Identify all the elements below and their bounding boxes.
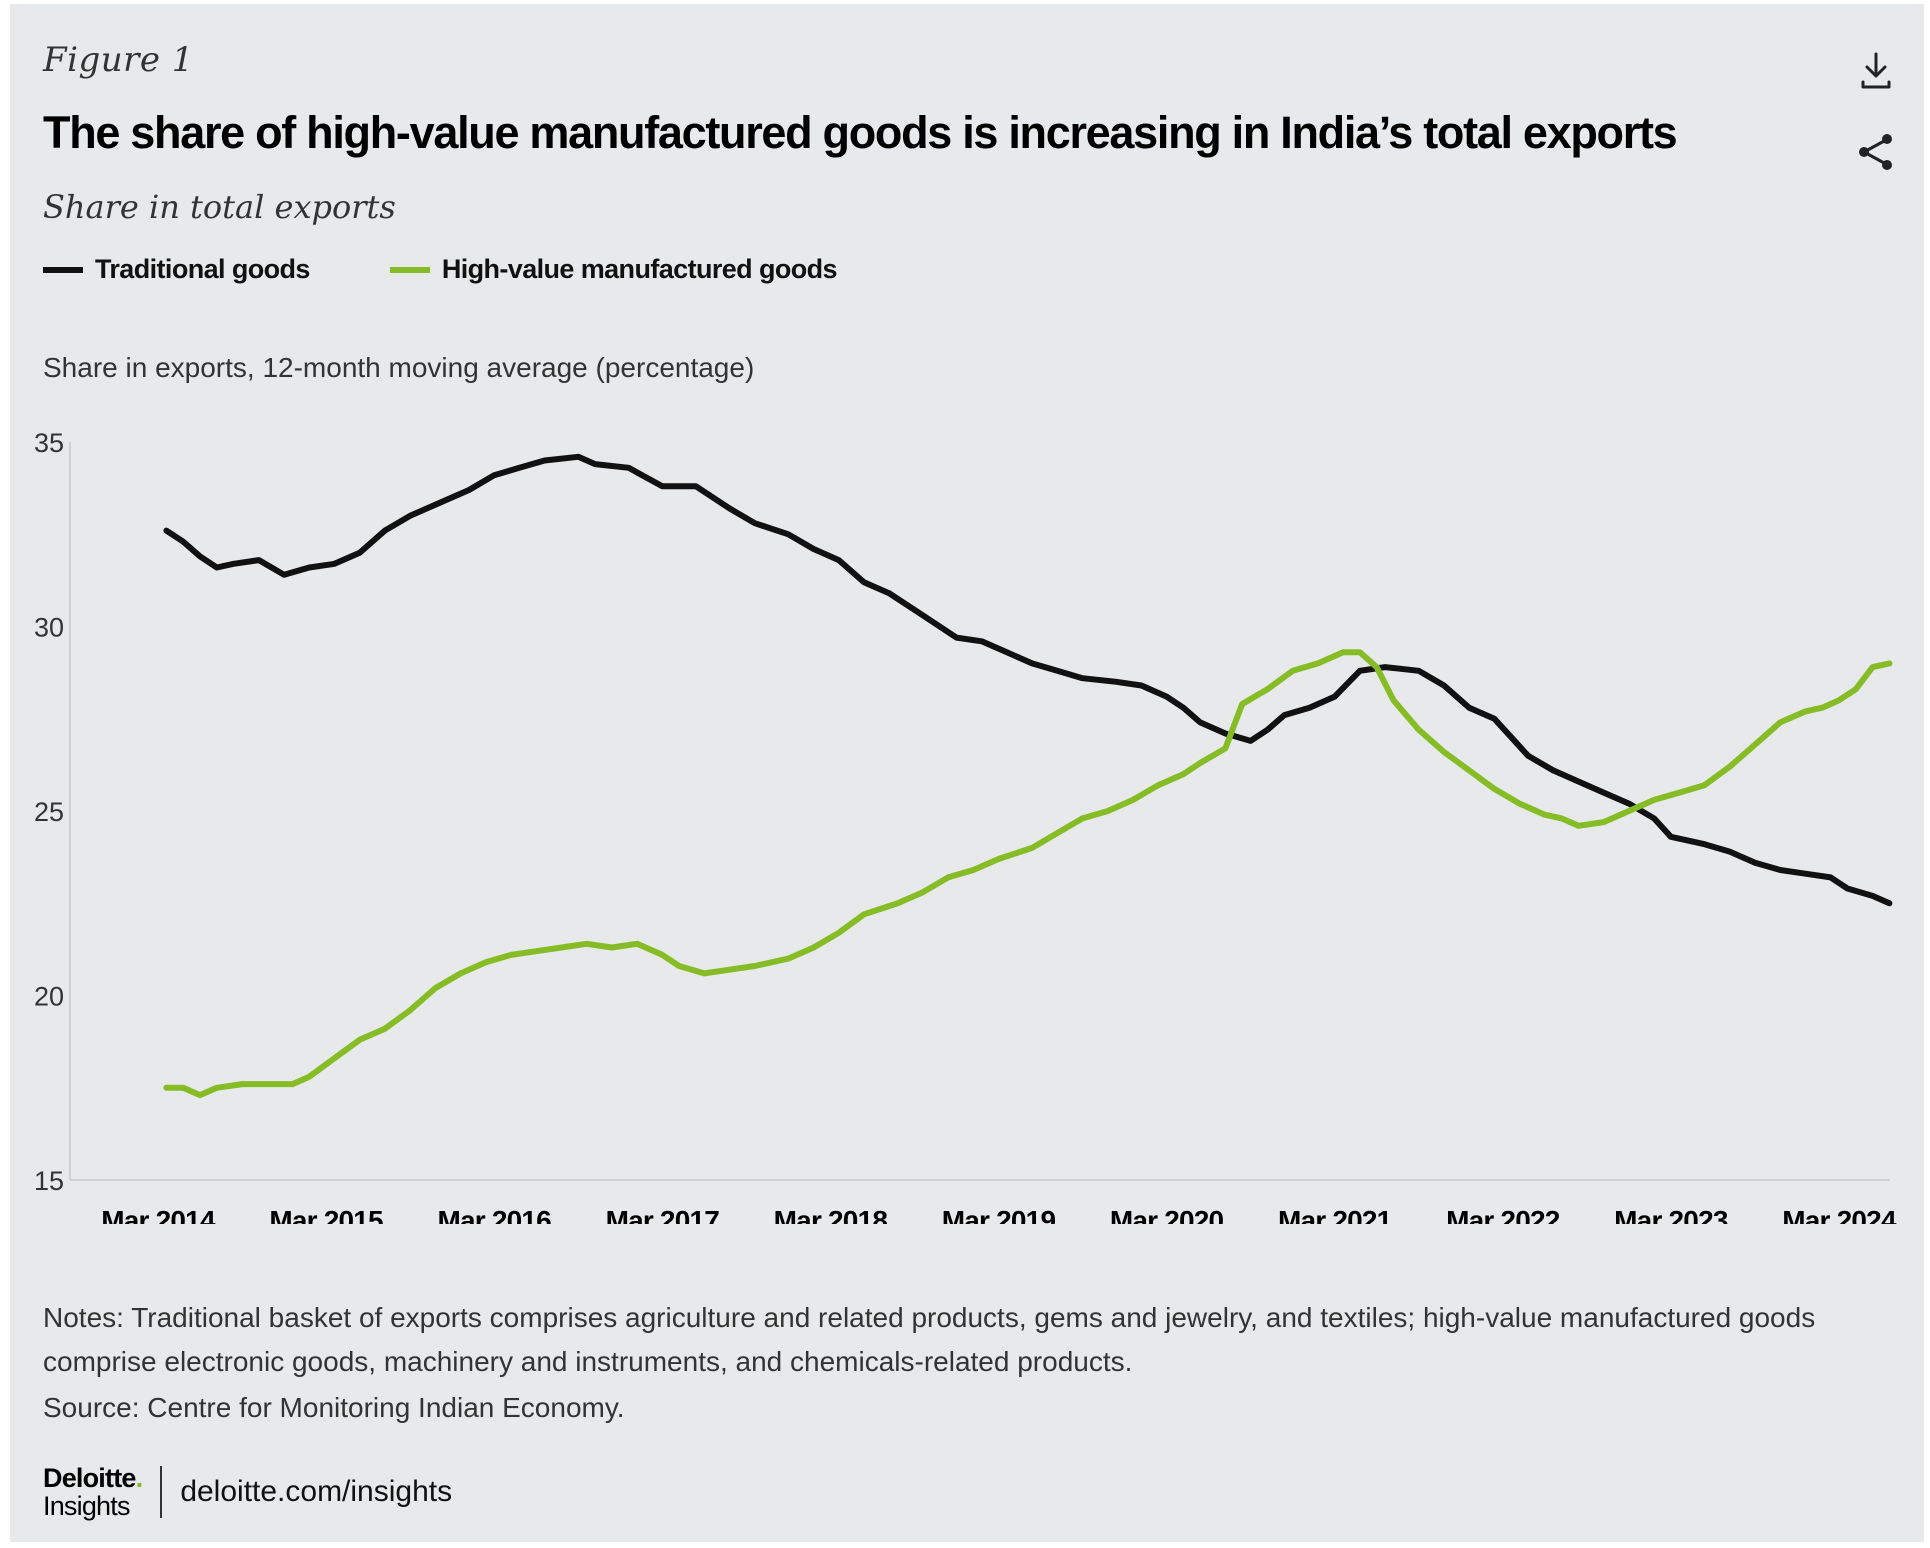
- y-tick-label: 20: [34, 982, 64, 1012]
- figure-label: Figure 1: [43, 40, 194, 80]
- download-icon-graphic: [1861, 52, 1891, 89]
- footer-divider: [160, 1466, 163, 1518]
- chart-legend: Traditional goods High-value manufacture…: [43, 254, 917, 285]
- series-line-high-value: [163, 649, 1893, 1099]
- legend-label-high-value: High-value manufactured goods: [441, 254, 838, 284]
- x-tick-label: Mar 2014: [101, 1205, 216, 1224]
- x-tick-label: Mar 2020: [1110, 1205, 1224, 1224]
- y-tick-label: 35: [34, 428, 64, 458]
- logo-subtitle: Insights: [43, 1491, 130, 1521]
- x-tick-label: Mar 2021: [1278, 1205, 1392, 1224]
- x-tick-label: Mar 2022: [1446, 1205, 1560, 1224]
- logo-dot: .: [135, 1463, 143, 1493]
- x-tick-label: Mar 2018: [774, 1205, 888, 1224]
- legend-item-high-value: High-value manufactured goods: [389, 254, 838, 285]
- y-tick-label: 30: [34, 613, 64, 643]
- footer: Deloitte. Insights deloitte.com/insights: [43, 1464, 452, 1520]
- y-tick-label: 15: [34, 1166, 64, 1196]
- figure-card: Figure 1 The share of high-value manufac…: [10, 4, 1924, 1542]
- x-axis: Mar 2014 Mar 2015 Mar 2016 Mar 2017 Mar 2018…: [101, 1205, 1897, 1224]
- chart-notes: Notes: Traditional basket of exports com…: [43, 1302, 1816, 1377]
- logo-wordmark: Deloitte.: [43, 1463, 143, 1493]
- chart-source: Source: Centre for Monitoring Indian Eco…: [43, 1392, 625, 1423]
- figure-title: The share of high-value manufactured goo…: [43, 107, 1678, 158]
- footer-link[interactable]: deloitte.com/insights: [180, 1475, 453, 1508]
- legend-swatch-traditional: [43, 266, 83, 273]
- legend-swatch-high-value: [389, 266, 430, 273]
- series-line-traditional: [163, 453, 1893, 907]
- x-tick-label: Mar 2019: [942, 1205, 1056, 1224]
- y-tick-label: 25: [34, 797, 64, 827]
- y-axis-title: Share in exports, 12-month moving averag…: [43, 352, 755, 383]
- download-icon[interactable]: [1852, 46, 1900, 94]
- legend-item-traditional: Traditional goods: [43, 254, 310, 285]
- figure-subtitle: Share in total exports: [43, 188, 396, 226]
- y-axis: 15 20 25 30 35: [34, 428, 71, 1196]
- logo-name: Deloitte: [43, 1463, 136, 1493]
- x-tick-label: Mar 2016: [437, 1205, 551, 1224]
- x-tick-label: Mar 2015: [269, 1205, 383, 1224]
- x-tick-label: Mar 2017: [606, 1205, 720, 1224]
- x-tick-label: Mar 2023: [1614, 1205, 1728, 1224]
- deloitte-insights-logo: Deloitte. Insights: [43, 1463, 143, 1521]
- legend-label-traditional: Traditional goods: [95, 254, 310, 284]
- series-layer: [163, 453, 1893, 1099]
- x-tick-label: Mar 2024: [1782, 1205, 1897, 1224]
- share-icon[interactable]: [1852, 128, 1900, 176]
- share-icon-graphic: [1859, 134, 1892, 170]
